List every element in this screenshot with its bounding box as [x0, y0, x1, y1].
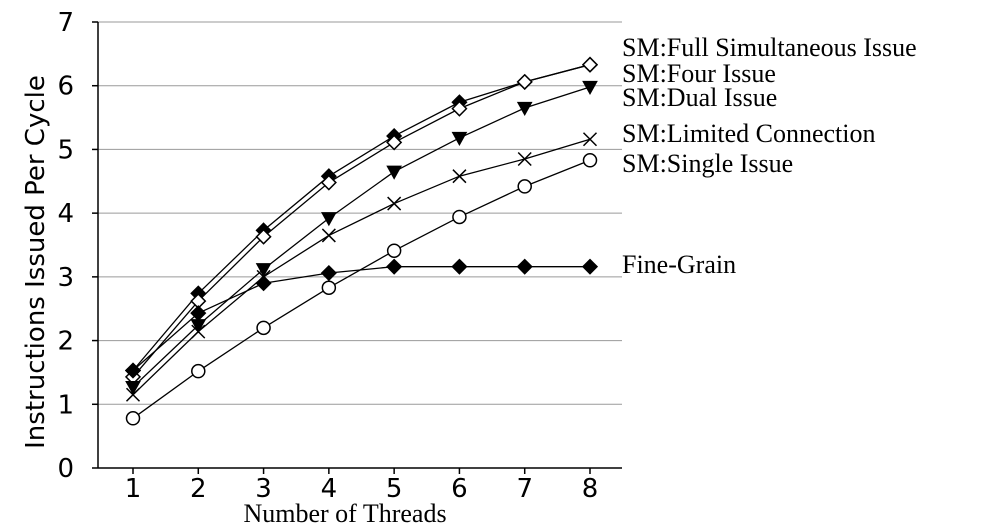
point-s3-x7 — [517, 151, 532, 167]
point-s4-x2 — [191, 363, 206, 379]
x-tick-label-8: 8 — [582, 474, 599, 504]
point-s2-x5 — [386, 165, 402, 180]
y-tick-label-5: 5 — [57, 135, 74, 165]
x-tick-labels: 1 2 3 4 5 6 7 8 — [125, 474, 599, 504]
x-tick-label-2: 2 — [190, 474, 207, 504]
series-label-0: SM:Full Simultaneous Issue — [622, 33, 917, 62]
y-tick-labels: 0 1 2 3 4 5 6 7 — [57, 8, 74, 484]
point-s3-x2 — [191, 324, 206, 339]
point-s5-x6 — [451, 258, 468, 275]
series-line-0 — [132, 64, 591, 371]
point-s2-x8 — [582, 80, 598, 96]
point-s5-x5 — [386, 258, 403, 275]
grid-lines — [98, 21, 622, 405]
series-label-4: SM:Single Issue — [622, 149, 793, 178]
point-s1-x7 — [516, 73, 533, 90]
point-s2-x4 — [321, 212, 337, 227]
point-s5-x8 — [581, 258, 599, 275]
y-tick-label-6: 6 — [57, 72, 74, 102]
x-tick-label-7: 7 — [516, 474, 533, 504]
point-s2-x6 — [451, 131, 468, 146]
series-label-1: SM:Four Issue — [622, 59, 776, 88]
point-s3-x6 — [452, 169, 467, 184]
x-tick-label-4: 4 — [321, 474, 338, 504]
point-s2-x1 — [125, 380, 141, 396]
series-1 — [124, 56, 599, 385]
x-tick-label-3: 3 — [255, 474, 272, 504]
series-line-1 — [132, 64, 591, 378]
x-tick-label-6: 6 — [451, 474, 468, 504]
point-s1-x5 — [386, 134, 403, 151]
y-tick-label-4: 4 — [57, 199, 74, 229]
series-3 — [125, 132, 598, 402]
point-s4-x4 — [321, 280, 337, 295]
series-group — [124, 56, 599, 426]
series-label-2: SM:Dual Issue — [622, 83, 777, 112]
series-5 — [124, 258, 599, 379]
y-tick-label-1: 1 — [57, 390, 74, 420]
y-tick-label-7: 7 — [57, 8, 74, 38]
x-axis-title: Number of Threads — [243, 499, 446, 528]
point-s2-x7 — [516, 101, 533, 117]
point-s3-x5 — [387, 196, 402, 211]
series-line-5 — [132, 266, 590, 372]
axes — [92, 21, 622, 474]
series-label-5: Fine-Grain — [622, 250, 736, 279]
y-axis-title: Instructions Issued Per Cycle — [21, 75, 51, 449]
point-s4-x6 — [452, 209, 467, 225]
point-s5-x3 — [255, 275, 272, 292]
point-s3-x8 — [582, 132, 598, 147]
point-s4-x1 — [125, 411, 141, 426]
point-s3-x1 — [125, 387, 141, 402]
x-tick-label-1: 1 — [125, 474, 142, 504]
series-line-2 — [132, 86, 591, 388]
point-s1-x8 — [581, 56, 599, 73]
series-2 — [125, 80, 598, 396]
point-s4-x3 — [256, 320, 271, 336]
point-s1-x4 — [320, 174, 337, 191]
point-s1-x6 — [451, 100, 468, 117]
point-s2-x3 — [255, 263, 272, 278]
point-s4-x5 — [386, 243, 402, 258]
point-s4-x8 — [582, 153, 598, 168]
point-s3-x4 — [321, 228, 336, 243]
x-tick-label-5: 5 — [386, 474, 403, 504]
y-tick-label-3: 3 — [57, 263, 74, 293]
point-s4-x7 — [517, 179, 532, 194]
y-tick-label-2: 2 — [57, 327, 74, 357]
point-s5-x7 — [516, 258, 533, 275]
series-line-3 — [132, 138, 591, 396]
point-s5-x1 — [124, 362, 142, 379]
point-s1-x3 — [255, 228, 272, 245]
y-tick-label-0: 0 — [57, 454, 74, 484]
series-label-3: SM:Limited Connection — [622, 119, 876, 148]
point-s5-x4 — [320, 264, 337, 282]
point-s5-x2 — [190, 305, 207, 322]
